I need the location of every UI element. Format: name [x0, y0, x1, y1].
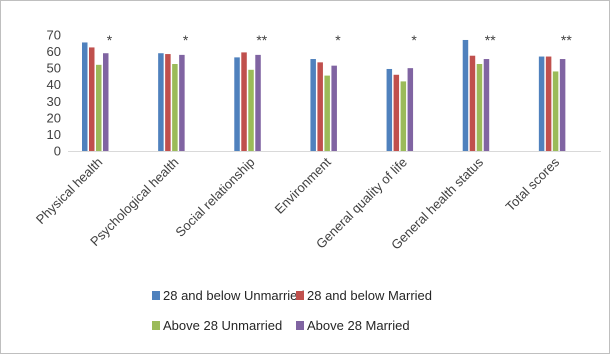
bar [96, 64, 102, 151]
significance-marker: ** [561, 32, 572, 48]
bar [462, 39, 469, 151]
bar [317, 62, 323, 151]
bar [248, 69, 254, 151]
bar [545, 56, 552, 151]
bar [165, 54, 171, 151]
y-tick-label: 60 [47, 44, 61, 59]
bar [310, 59, 316, 151]
bar [89, 47, 95, 151]
x-tick-label: Total scores [503, 154, 563, 214]
legend-swatch [152, 321, 160, 330]
y-tick-label: 50 [47, 61, 61, 76]
x-tick-label: Environment [272, 154, 334, 216]
bar [559, 59, 566, 151]
bar [552, 71, 559, 151]
legend: 28 and below Unmarried 28 and below Marri… [152, 288, 432, 333]
bar [179, 54, 185, 152]
y-tick-label: 0 [54, 144, 61, 159]
significance-marker: * [335, 32, 341, 48]
legend-label: 28 and below Unmarried [163, 288, 305, 303]
bar [331, 65, 337, 151]
significance-marker: * [183, 32, 189, 48]
bar [476, 64, 483, 151]
y-tick-label: 70 [47, 28, 61, 43]
y-tick-label: 40 [47, 77, 61, 92]
bar [469, 55, 476, 151]
bars [82, 39, 566, 152]
x-tick-label: Social relationship [172, 155, 257, 240]
bar [82, 42, 88, 152]
legend-label: Above 28 Married [307, 318, 410, 333]
bar [407, 68, 414, 151]
bar [538, 56, 545, 151]
significance-marker: * [411, 32, 417, 48]
bar [241, 52, 247, 151]
bar [393, 74, 400, 151]
bar [255, 54, 261, 152]
bar [103, 53, 109, 151]
y-tick-label: 10 [47, 127, 61, 142]
x-tick-label: Physical health [33, 155, 105, 227]
bar [483, 59, 490, 151]
legend-swatch [152, 291, 160, 300]
bar [172, 64, 178, 151]
bar [386, 68, 393, 151]
significance-marker: * [107, 32, 113, 48]
legend-swatch [296, 291, 304, 300]
bar [234, 57, 240, 151]
y-tick-label: 30 [47, 94, 61, 109]
bar [400, 81, 407, 151]
bar [158, 53, 164, 151]
legend-label: Above 28 Unmarried [163, 318, 282, 333]
legend-swatch [296, 321, 304, 330]
significance-marker: ** [485, 32, 496, 48]
significance-marker: ** [256, 32, 267, 48]
y-tick-label: 20 [47, 110, 61, 125]
significance-labels: * * ** * * ** ** [107, 32, 573, 48]
bar [324, 75, 330, 151]
legend-label: 28 and below Married [307, 288, 432, 303]
